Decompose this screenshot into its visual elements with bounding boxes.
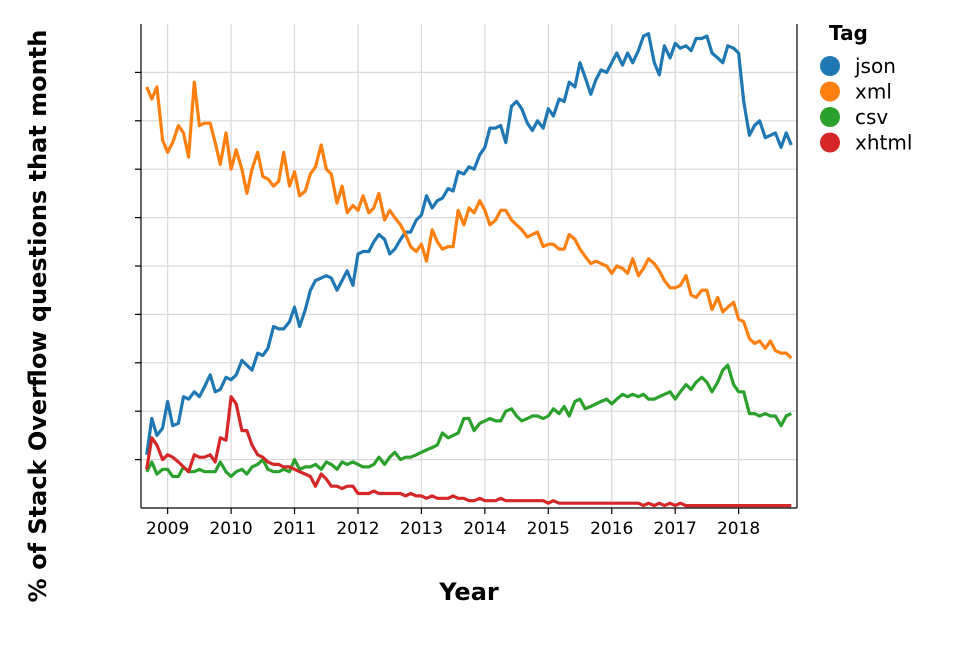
legend-label-xml: xml: [855, 80, 892, 104]
x-tick-label: 2010: [209, 519, 252, 539]
x-tick-label: 2011: [273, 519, 316, 539]
legend-swatch-json: [820, 56, 840, 76]
legend-swatch-xml: [820, 81, 840, 102]
grid: [141, 24, 797, 508]
series-lines: [145, 32, 793, 508]
x-tick-labels: 2009 2010 2011 2012 2013 2014 2015 2016 2017 2018: [146, 519, 760, 539]
legend-label-xhtml: xhtml: [855, 131, 912, 155]
series-line-xml: [145, 80, 793, 360]
x-tick-label: 2013: [400, 519, 443, 539]
y-axis-title: % of Stack Overflow questions that month: [24, 30, 52, 603]
x-tick-label: 2016: [590, 519, 633, 539]
x-tick-label: 2017: [654, 519, 697, 539]
legend-swatch-csv: [820, 107, 840, 127]
x-tick-label: 2009: [146, 519, 189, 539]
series-line-json: [145, 32, 793, 456]
series-line-xhtml: [145, 395, 792, 508]
x-tick-label: 2012: [336, 519, 379, 539]
series-line-csv: [145, 363, 792, 479]
axes: [135, 24, 798, 514]
x-axis-title: Year: [438, 578, 499, 606]
legend-label-csv: csv: [855, 105, 888, 129]
x-tick-label: 2015: [527, 519, 570, 539]
legend-title: Tag: [829, 21, 868, 45]
x-tick-label: 2018: [717, 519, 760, 539]
legend-swatch-xhtml: [820, 132, 840, 153]
legend-label-json: json: [854, 54, 896, 78]
x-tick-label: 2014: [463, 519, 506, 539]
